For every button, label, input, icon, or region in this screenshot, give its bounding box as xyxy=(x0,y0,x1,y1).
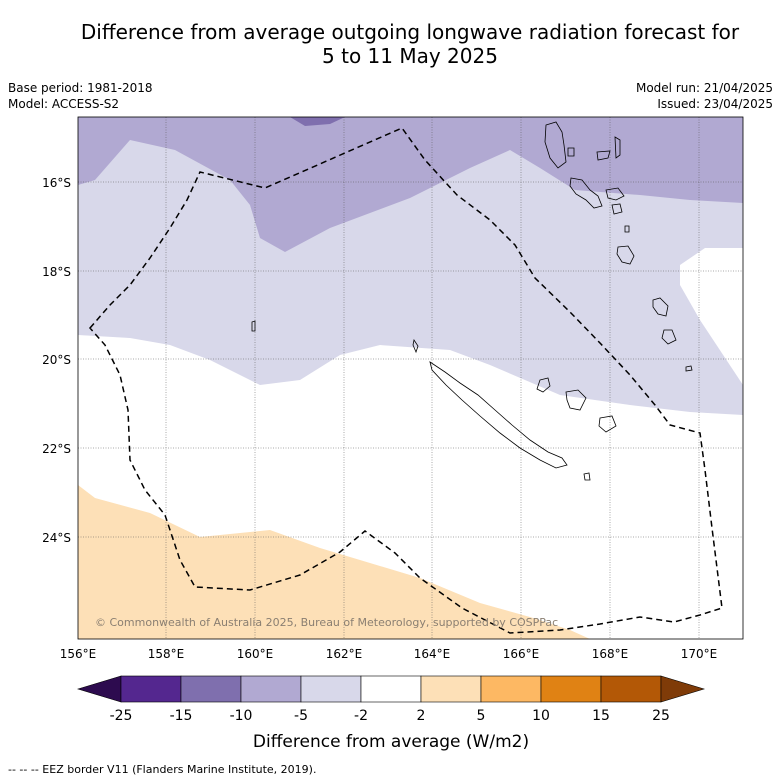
belep-islets xyxy=(412,338,419,354)
latitude-labels: 16°S 18°S 20°S 22°S 24°S xyxy=(42,176,71,545)
lat-label-16s: 16°S xyxy=(42,176,71,190)
epi-islands xyxy=(611,203,623,215)
islet-vanuatu-a xyxy=(567,147,575,157)
colorbar-label: Difference from average (W/m2) xyxy=(253,732,529,752)
colorbar-segment-7 xyxy=(480,675,542,703)
colorbar-ticks: -25 -15 -10 -5 -2 2 5 10 15 25 xyxy=(110,708,670,724)
tanna xyxy=(652,297,669,317)
colorbar-segment-4 xyxy=(300,675,362,703)
colorbar-tick: 15 xyxy=(592,708,610,724)
colorbar-tick: 10 xyxy=(532,708,550,724)
meta-left: Base period: 1981-2018 Model: ACCESS-S2 xyxy=(8,80,153,112)
small-islet-b xyxy=(251,320,256,332)
colorbar-tick: -2 xyxy=(354,708,368,724)
model-run: Model run: 21/04/2025 xyxy=(635,81,773,95)
colorbar: -25 -15 -10 -5 -2 2 5 10 15 25 Differenc… xyxy=(76,675,706,752)
colorbar-segment-9 xyxy=(600,675,662,703)
gridlines xyxy=(78,117,743,639)
colorbar-tick: -10 xyxy=(230,708,253,724)
lon-label-158e: 158°E xyxy=(148,647,185,661)
map-frame xyxy=(77,116,744,640)
longitude-labels: 156°E 158°E 160°E 162°E 164°E 166°E 168°… xyxy=(60,647,718,661)
lat-label-20s: 20°S xyxy=(42,353,71,367)
colorbar-segment-8 xyxy=(540,675,602,703)
map-title: Difference from average outgoing longwav… xyxy=(0,20,781,68)
colorbar-tick: 25 xyxy=(652,708,670,724)
lon-label-170e: 170°E xyxy=(681,647,718,661)
issued-date: Issued: 23/04/2025 xyxy=(657,97,773,111)
colorbar-tick: -15 xyxy=(170,708,193,724)
colorbar-tick: 5 xyxy=(477,708,486,724)
colorbar-segment-1 xyxy=(120,675,182,703)
colorbar-segment-5 xyxy=(360,675,422,703)
lon-label-156e: 156°E xyxy=(60,647,97,661)
efate xyxy=(605,187,625,201)
dark-lavender-patch xyxy=(290,117,345,126)
lat-label-22s: 22°S xyxy=(42,442,71,456)
lon-label-168e: 168°E xyxy=(592,647,629,661)
colorbar-tick: -25 xyxy=(110,708,133,724)
lat-label-24s: 24°S xyxy=(42,531,71,545)
malekula xyxy=(569,177,603,209)
lat-label-18s: 18°S xyxy=(42,265,71,279)
copyright-text: © Commonwealth of Australia 2025, Bureau… xyxy=(95,616,558,629)
coastlines xyxy=(251,121,693,481)
loyalty-island-lifou xyxy=(565,389,587,411)
medium-lavender-zone xyxy=(78,117,743,252)
ambae xyxy=(596,150,611,161)
lon-label-160e: 160°E xyxy=(237,647,274,661)
colorbar-extend-low xyxy=(76,675,122,703)
eez-footnote: -- -- -- EEZ border V11 (Flanders Marine… xyxy=(8,763,317,776)
lon-label-164e: 164°E xyxy=(414,647,451,661)
model-name: Model: ACCESS-S2 xyxy=(8,97,120,111)
base-period: Base period: 1981-2018 xyxy=(8,81,153,95)
erromango xyxy=(616,245,635,265)
colorbar-segment-6 xyxy=(420,675,482,703)
aneityum xyxy=(661,329,677,345)
loyalty-island-ouvea xyxy=(536,377,551,393)
lon-label-162e: 162°E xyxy=(326,647,363,661)
colorbar-segment-3 xyxy=(240,675,302,703)
isle-of-pines xyxy=(583,472,591,481)
new-caledonia-outline xyxy=(429,361,568,469)
colorbar-tick: 2 xyxy=(417,708,426,724)
colorbar-extend-high xyxy=(660,675,706,703)
espiritu-santo xyxy=(544,121,567,169)
title-line-1: Difference from average outgoing longwav… xyxy=(80,20,740,44)
meta-right: Model run: 21/04/2025 Issued: 23/04/2025 xyxy=(636,80,773,112)
small-islet-a xyxy=(685,365,693,372)
loyalty-island-mare xyxy=(598,415,617,433)
colorbar-tick: -5 xyxy=(294,708,308,724)
colorbar-segment-2 xyxy=(180,675,242,703)
lon-label-166e: 166°E xyxy=(503,647,540,661)
title-line-2: 5 to 11 May 2025 xyxy=(322,44,498,68)
pentecost xyxy=(614,136,621,159)
map-area: © Commonwealth of Australia 2025, Bureau… xyxy=(78,117,743,639)
light-orange-zone xyxy=(78,485,590,639)
islet-vanuatu-b xyxy=(624,225,630,233)
